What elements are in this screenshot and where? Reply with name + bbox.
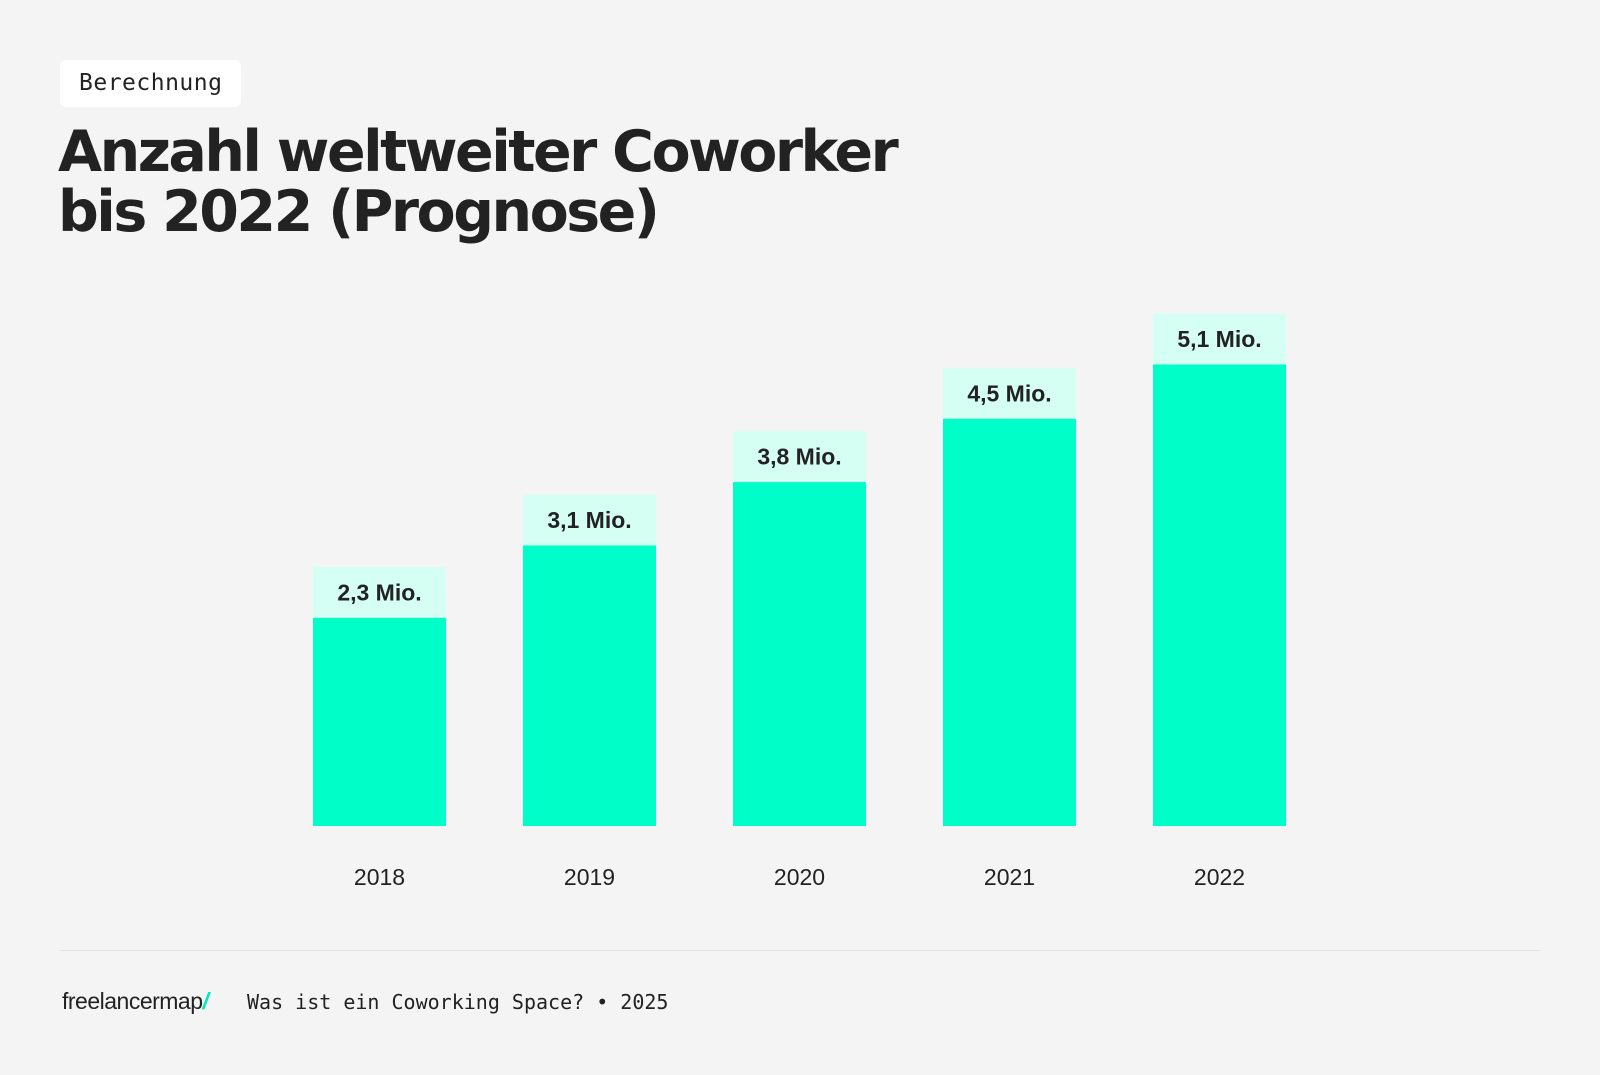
title-line-2: bis 2022 (Prognose) [58,179,660,245]
data-label: 5,1 Mio. [1177,326,1261,352]
footer-divider [60,950,1540,951]
bar-2018 [313,617,446,826]
chart-title: Anzahl weltweiter Coworker bis 2022 (Pro… [58,119,899,245]
logo-slash: / [202,988,209,1014]
bar-label-box [1153,313,1286,365]
x-tick-label: 2018 [354,864,405,890]
bar-2019 [523,545,656,826]
bar-2020 [733,482,866,826]
bar-label-box [313,566,446,618]
category-tag: Berechnung [60,60,242,107]
bar-label-box [733,431,866,483]
bar-chart: 2,3 Mio. 2018 3,1 Mio. 2019 3,8 Mio. 2020 4,5 … [313,313,1286,890]
x-tick-label: 2022 [1194,864,1245,890]
logo-text: freelancermap [62,988,203,1014]
footer-source: Was ist ein Coworking Space? • 2025 [247,990,669,1014]
bar-2022 [1153,364,1286,826]
data-label: 4,5 Mio. [967,380,1051,406]
data-label: 2,3 Mio. [337,579,421,605]
bar-label-box [523,494,656,546]
bar-label-box [943,367,1076,419]
x-tick-label: 2019 [564,864,615,890]
bar-2021 [943,418,1076,826]
data-label: 3,8 Mio. [757,444,841,470]
freelancermap-logo: freelancermap/ [62,988,209,1015]
data-label: 3,1 Mio. [547,507,631,533]
title-line-1: Anzahl weltweiter Coworker [58,119,899,185]
x-tick-label: 2021 [984,864,1035,890]
x-tick-label: 2020 [774,864,825,890]
